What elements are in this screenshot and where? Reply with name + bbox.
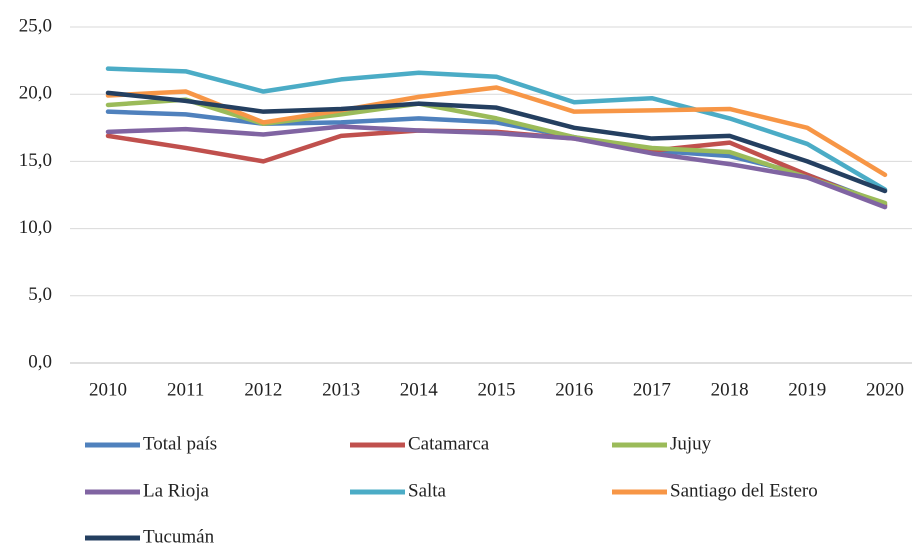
series-line <box>105 128 888 209</box>
y-tick-label: 25,0 <box>19 15 52 36</box>
x-tick-label: 2020 <box>866 379 904 400</box>
legend-label: La Rioja <box>143 480 210 501</box>
series-line <box>105 85 888 178</box>
y-tick-label: 5,0 <box>28 284 52 305</box>
legend-label: Total país <box>143 433 217 454</box>
legend-label: Catamarca <box>408 433 490 454</box>
x-tick-label: 2016 <box>555 379 593 400</box>
legend-label: Salta <box>408 480 447 501</box>
x-tick-label: 2019 <box>788 379 826 400</box>
y-tick-label: 0,0 <box>28 351 52 372</box>
y-tick-label: 20,0 <box>19 83 52 104</box>
legend-label: Jujuy <box>670 433 712 454</box>
x-tick-label: 2015 <box>478 379 516 400</box>
x-tick-label: 2010 <box>89 379 127 400</box>
x-tick-label: 2012 <box>244 379 282 400</box>
series-line <box>105 90 888 194</box>
series-line <box>105 66 888 192</box>
legend-label: Tucumán <box>143 526 215 547</box>
series-line <box>105 97 888 206</box>
series-line <box>105 124 888 210</box>
x-tick-label: 2013 <box>322 379 360 400</box>
legend-label: Santiago del Estero <box>670 480 818 501</box>
x-tick-label: 2014 <box>400 379 439 400</box>
x-tick-label: 2017 <box>633 379 671 400</box>
y-tick-label: 15,0 <box>19 150 52 171</box>
y-tick-label: 10,0 <box>19 217 52 238</box>
x-tick-label: 2018 <box>711 379 749 400</box>
x-tick-label: 2011 <box>167 379 204 400</box>
